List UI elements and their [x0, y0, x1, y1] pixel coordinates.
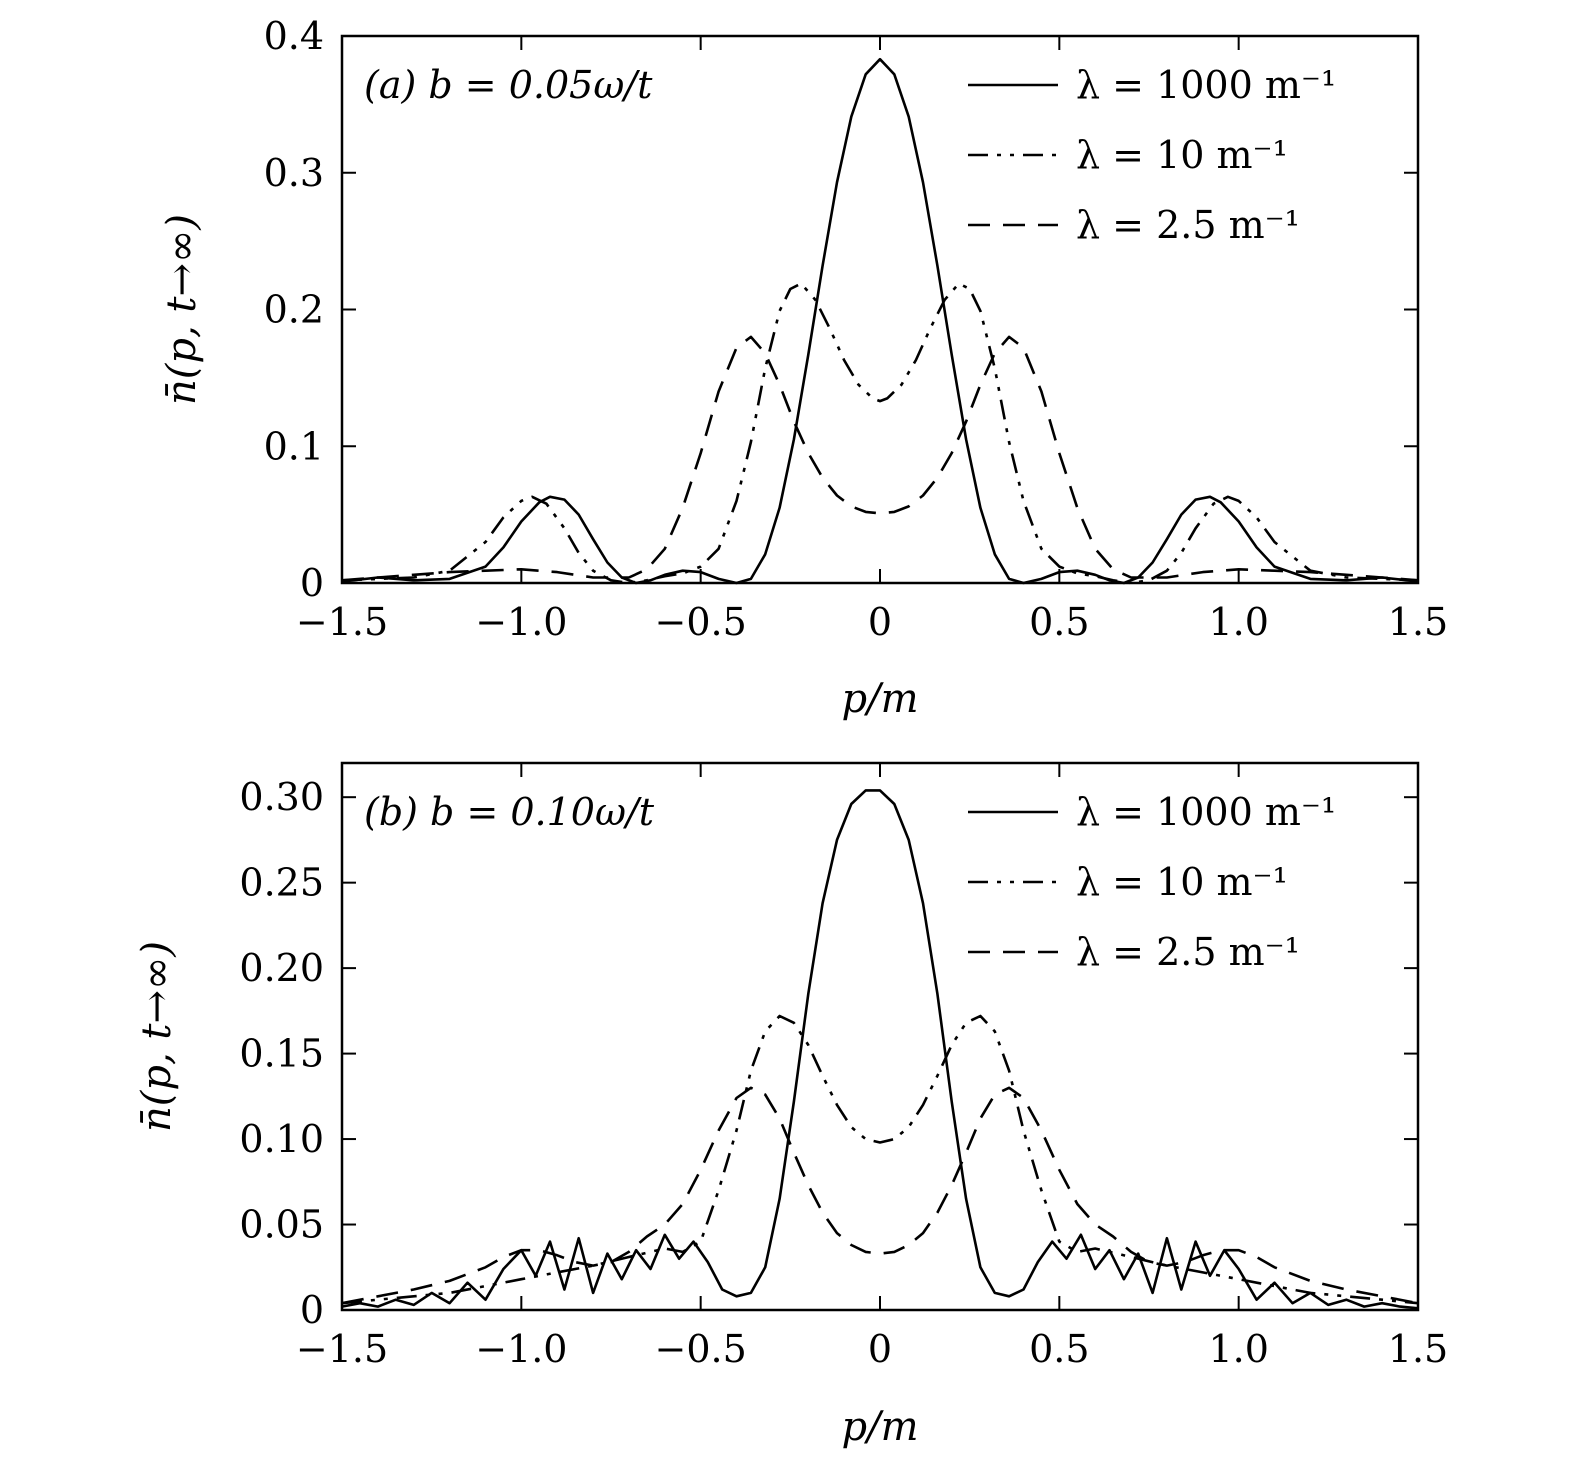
panel-annotation: (a) b = 0.05ω/t	[364, 63, 653, 107]
legend-label: λ = 10 m⁻¹	[1076, 133, 1288, 177]
series-line-dashed	[341, 1086, 1419, 1305]
legend-label: λ = 2.5 m⁻¹	[1076, 203, 1300, 247]
legend-label: λ = 1000 m⁻¹	[1076, 63, 1336, 107]
y-tick-label: 0	[300, 1288, 324, 1332]
x-tick-label: 0	[868, 1327, 892, 1371]
series-line-solid	[341, 57, 1419, 585]
y-axis-label: n̄(p, t→∞)	[159, 214, 205, 405]
panel-annotation: (b) b = 0.10ω/t	[364, 790, 655, 834]
y-tick-label: 0.20	[239, 946, 324, 990]
legend-label: λ = 2.5 m⁻¹	[1076, 930, 1300, 974]
x-axis-label: p/m	[841, 676, 918, 722]
x-tick-label: −1.0	[475, 1327, 567, 1371]
y-tick-label: 0.05	[239, 1203, 324, 1247]
y-tick-label: 0.4	[264, 14, 324, 58]
x-tick-label: −0.5	[655, 600, 747, 644]
chart-panel-b: −1.5 −1.0 −0.5 0 0.5 1.0 1.5 0 0.05 0.10 0.15 0.20 0…	[134, 761, 1448, 1450]
y-axis-label: n̄(p, t→∞)	[134, 941, 180, 1132]
x-tick-label: 1.5	[1388, 1327, 1448, 1371]
series-line-dashdot	[341, 282, 1419, 585]
x-tick-label: −1.5	[296, 1327, 388, 1371]
x-tick-label: 0.5	[1029, 600, 1089, 644]
plot-frame	[340, 761, 1420, 1312]
legend-label: λ = 10 m⁻¹	[1076, 860, 1288, 904]
series-line-dashdot	[341, 1014, 1419, 1305]
x-tick-label: 0	[868, 600, 892, 644]
x-tick-label: −0.5	[655, 1327, 747, 1371]
y-tick-label: 0.10	[239, 1117, 324, 1161]
x-tick-label: −1.5	[296, 600, 388, 644]
y-tick-label: 0	[300, 561, 324, 605]
y-tick-label: 0.1	[264, 424, 324, 468]
y-tick-label: 0.15	[239, 1032, 324, 1076]
chart-panel-a: −1.5 −1.0 −0.5 0 0.5 1.0 1.5 0 0.1 0.2 0.3 0.4 p/m n̄…	[159, 14, 1448, 722]
x-tick-label: 1.0	[1208, 600, 1268, 644]
x-tick-label: 0.5	[1029, 1327, 1089, 1371]
y-tick-label: 0.25	[239, 861, 324, 905]
x-tick-label: 1.5	[1388, 600, 1448, 644]
series-line-dashed	[341, 335, 1419, 582]
plot-frame	[340, 34, 1420, 585]
x-tick-label: −1.0	[475, 600, 567, 644]
y-tick-label: 0.30	[239, 775, 324, 819]
y-tick-label: 0.2	[264, 288, 324, 332]
legend-label: λ = 1000 m⁻¹	[1076, 790, 1336, 834]
y-tick-label: 0.3	[264, 151, 324, 195]
x-axis-label: p/m	[841, 1404, 918, 1450]
x-tick-label: 1.0	[1208, 1327, 1268, 1371]
